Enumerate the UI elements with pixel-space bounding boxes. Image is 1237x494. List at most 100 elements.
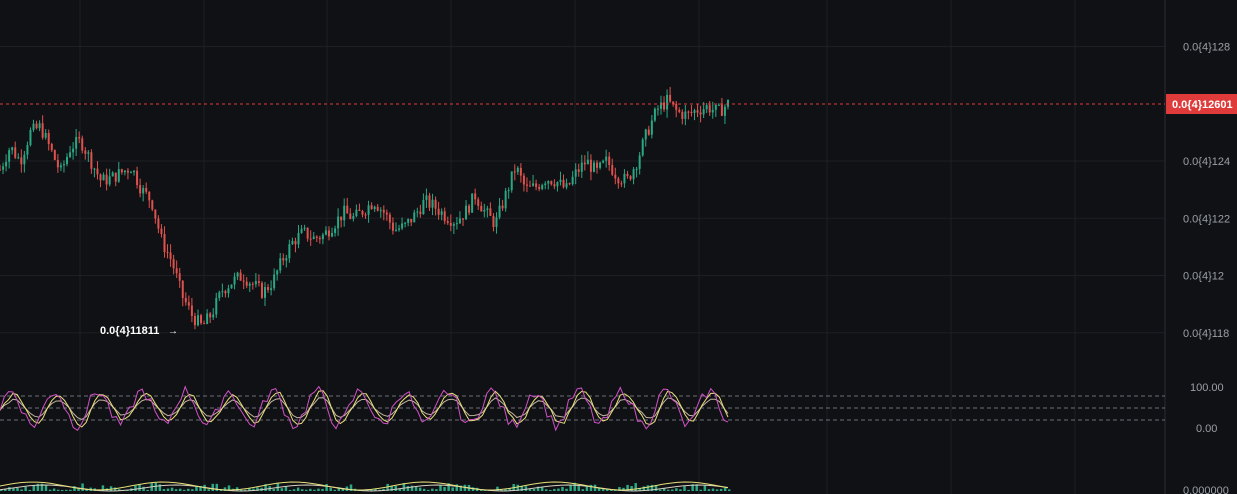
candle-body: [251, 283, 254, 285]
macd-hist-bar: [65, 489, 68, 491]
candle-body: [32, 123, 35, 130]
candle-body: [449, 222, 452, 226]
candle-body: [510, 171, 513, 191]
candle-body: [318, 237, 321, 240]
candle-body: [410, 218, 413, 223]
macd-hist-bar: [390, 485, 393, 491]
candle-body: [690, 111, 693, 113]
candle-body: [346, 205, 349, 214]
macd-hist-bar: [195, 486, 198, 491]
candle-body: [580, 162, 583, 172]
macd-hist-bar: [479, 489, 483, 491]
candle-body: [358, 209, 361, 211]
candle-body: [382, 209, 385, 213]
candle-body: [233, 276, 236, 285]
macd-hist-bar: [138, 484, 141, 491]
macd-hist-bar: [325, 484, 328, 491]
candle-body: [723, 106, 726, 116]
candle-body: [361, 210, 364, 215]
candle-body: [589, 159, 592, 172]
macd-hist-bar: [658, 489, 662, 491]
macd-hist-bar: [146, 489, 149, 491]
candle-body: [139, 185, 142, 194]
macd-hist-bar: [305, 489, 308, 491]
candle-body: [565, 183, 568, 188]
macd-hist-bar: [711, 488, 715, 491]
candle-body: [270, 288, 273, 291]
candle-body: [678, 109, 681, 112]
candle-body: [516, 167, 519, 172]
candle-body: [452, 224, 455, 226]
candle-body: [443, 211, 446, 222]
candle-body: [75, 136, 78, 149]
candle-body: [672, 101, 675, 104]
macd-hist-bar: [418, 487, 422, 491]
candle-body: [437, 208, 440, 215]
candle-body: [525, 184, 528, 186]
candle-body: [556, 182, 559, 187]
candle-body: [129, 172, 132, 174]
candle-body: [480, 205, 483, 212]
macd-hist-bar: [337, 487, 341, 491]
candle-body: [50, 143, 53, 151]
candle-body: [257, 281, 260, 283]
candle-body: [504, 190, 507, 209]
candle-body: [69, 152, 72, 157]
macd-hist-bar: [601, 488, 605, 491]
macd-axis-label: 0.000000: [1183, 485, 1229, 494]
macd-hist-bar: [679, 489, 682, 491]
macd-hist-bar: [300, 489, 304, 491]
candle-body: [239, 272, 242, 281]
macd-hist-bar: [16, 487, 19, 491]
candle-body: [535, 183, 538, 188]
macd-hist-bar: [0, 490, 3, 491]
macd-hist-bar: [394, 485, 398, 491]
macd-hist-bar: [386, 483, 389, 491]
current-price-label: 0.0{4}12601: [1172, 99, 1233, 111]
macd-hist-bar: [642, 486, 646, 491]
macd-hist-bar: [589, 484, 593, 491]
candle-body: [687, 111, 690, 113]
candle-body: [309, 238, 312, 240]
macd-hist-bar: [56, 489, 60, 491]
candle-body: [373, 206, 376, 210]
candle-body: [529, 185, 532, 187]
candle-body: [553, 184, 556, 187]
macd-hist-bar: [638, 488, 642, 491]
macd-hist-bar: [630, 486, 633, 491]
candle-body: [425, 195, 428, 200]
low-price-arrow: →: [168, 326, 178, 337]
candle-body: [684, 111, 687, 119]
candle-body: [264, 287, 267, 298]
candle-body: [650, 120, 653, 135]
candle-body: [190, 305, 193, 316]
candle-body: [693, 110, 696, 113]
price-tick-label: 0.0{4}118: [1183, 328, 1229, 340]
candle-body: [562, 179, 565, 188]
candle-body: [434, 199, 437, 209]
candle-body: [327, 230, 330, 237]
macd-hist-bar: [113, 487, 117, 491]
macd-hist-bar: [272, 488, 275, 491]
candle-body: [376, 206, 379, 211]
macd-hist-bar: [610, 489, 613, 491]
candle-body: [717, 104, 720, 106]
candle-body: [656, 108, 659, 110]
candle-body: [53, 150, 56, 160]
candle-body: [108, 176, 111, 185]
macd-line: [0, 481, 729, 491]
macd-hist-bar: [174, 489, 178, 491]
macd-hist-bar: [40, 483, 44, 491]
macd-hist-bar: [288, 489, 292, 491]
stoch-axis-bottom: 0.00: [1196, 423, 1217, 435]
macd-hist-bar: [707, 489, 711, 491]
macd-hist-bar: [309, 488, 312, 491]
candle-body: [367, 205, 370, 215]
candle-body: [41, 123, 44, 138]
candle-body: [492, 215, 495, 228]
candle-body: [23, 154, 26, 165]
candle-body: [394, 229, 397, 231]
candle-body: [507, 190, 510, 192]
macd-hist-bar: [593, 484, 597, 491]
